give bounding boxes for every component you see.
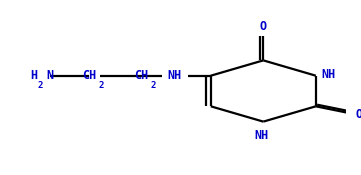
Text: 2: 2 [99, 81, 104, 90]
Text: NH: NH [255, 129, 269, 142]
Text: 2: 2 [151, 81, 156, 90]
Text: CH: CH [82, 69, 96, 82]
Text: O: O [356, 108, 361, 121]
Text: NH: NH [167, 69, 181, 82]
Text: 2: 2 [37, 81, 43, 90]
Text: CH: CH [134, 69, 148, 82]
Text: N: N [46, 69, 53, 82]
Text: NH: NH [321, 68, 335, 81]
Text: H: H [30, 69, 37, 82]
Text: O: O [260, 20, 267, 33]
